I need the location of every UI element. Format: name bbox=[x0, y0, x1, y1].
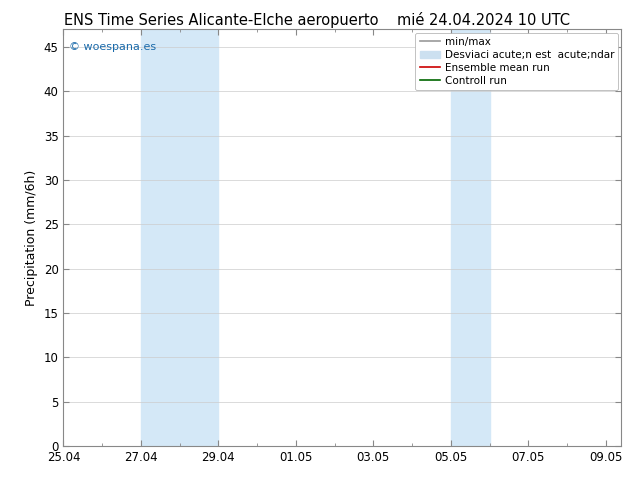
Legend: min/max, Desviaci acute;n est  acute;ndar, Ensemble mean run, Controll run: min/max, Desviaci acute;n est acute;ndar… bbox=[415, 32, 618, 90]
Bar bbox=[451, 29, 489, 446]
Y-axis label: Precipitation (mm/6h): Precipitation (mm/6h) bbox=[25, 170, 38, 306]
Text: © woespana.es: © woespana.es bbox=[69, 42, 156, 52]
Text: ENS Time Series Alicante-Elche aeropuerto    mié 24.04.2024 10 UTC: ENS Time Series Alicante-Elche aeropuert… bbox=[64, 12, 570, 28]
Bar bbox=[141, 29, 218, 446]
